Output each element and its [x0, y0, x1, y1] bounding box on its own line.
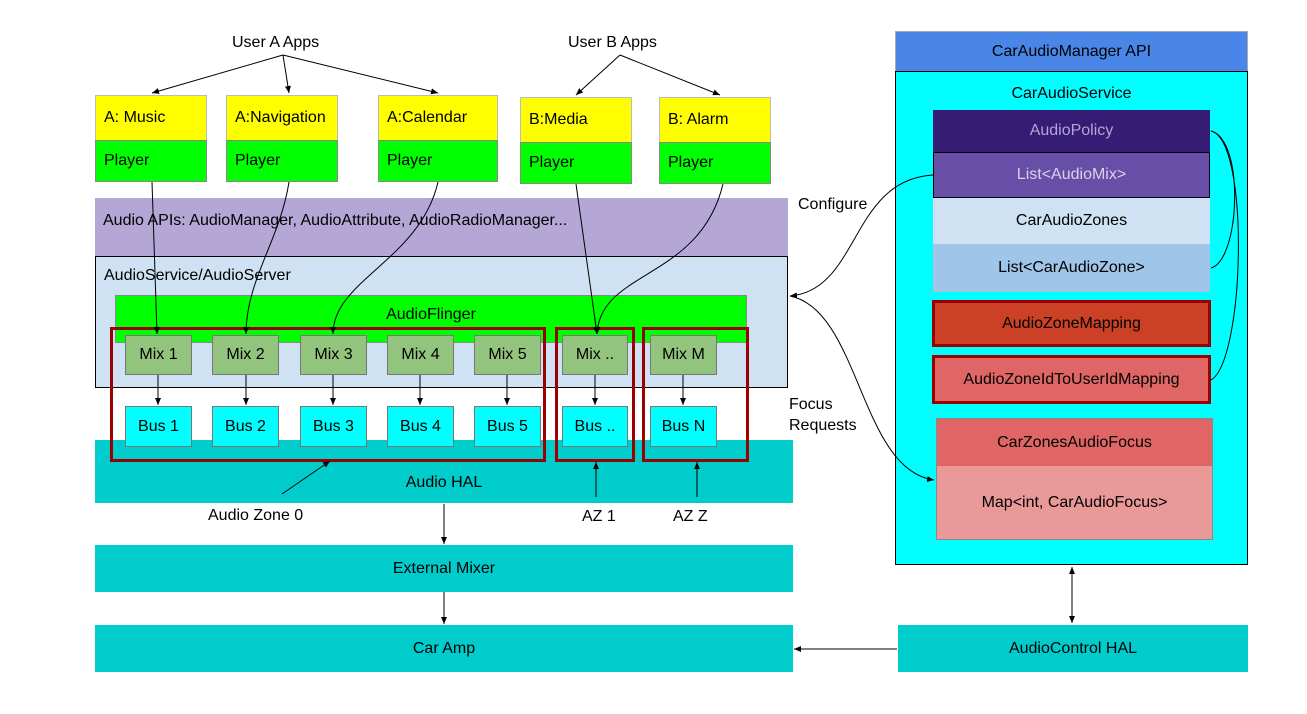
arrow-user-b-alarm — [619, 54, 721, 96]
bus-1: Bus 1 — [125, 406, 192, 447]
user-a-apps-label: User A Apps — [232, 34, 320, 51]
arrow-nav-mix2 — [243, 181, 290, 335]
focus-request-arrow — [789, 295, 935, 483]
audio-apis-layer: Audio APIs: AudioManager, AudioAttribute… — [95, 198, 788, 256]
player-a-calendar: Player — [378, 140, 498, 182]
mix-n: Mix .. — [562, 335, 628, 375]
arrow-user-a-calendar — [282, 54, 439, 95]
arrow-alarm-mix — [594, 183, 724, 335]
bus-3: Bus 3 — [300, 406, 367, 447]
arrow-cal-mix3 — [330, 181, 439, 335]
bus-5: Bus 5 — [474, 406, 541, 447]
user-b-apps-label: User B Apps — [568, 34, 657, 51]
audio-policy: AudioPolicy — [933, 110, 1210, 152]
az-z-label: AZ Z — [673, 508, 708, 525]
app-b-alarm: B: Alarm — [659, 97, 771, 143]
arrow-media-mix — [575, 183, 600, 335]
arrow-user-b-media — [575, 54, 621, 96]
car-audio-zone-list: List<CarAudioZone> — [933, 244, 1210, 292]
player-a-music: Player — [95, 140, 207, 182]
audio-zone-0-label: Audio Zone 0 — [208, 507, 304, 524]
app-a-navigation: A:Navigation — [226, 95, 338, 141]
mix-3: Mix 3 — [300, 335, 367, 375]
car-zones-audio-focus: CarZonesAudioFocus — [936, 418, 1213, 466]
bus-last: Bus N — [650, 406, 717, 447]
audio-control-hal: AudioControl HAL — [898, 625, 1248, 672]
arrow-music-mix1 — [151, 181, 160, 335]
bus-2: Bus 2 — [212, 406, 279, 447]
car-amp: Car Amp — [95, 625, 793, 672]
mix-m: Mix M — [650, 335, 717, 375]
configure-arrow — [789, 174, 934, 299]
bus-4: Bus 4 — [387, 406, 454, 447]
focus-label: Focus — [789, 396, 833, 413]
mix-5: Mix 5 — [474, 335, 541, 375]
mix-2: Mix 2 — [212, 335, 279, 375]
car-audio-focus-map: Map<int, CarAudioFocus> — [936, 466, 1213, 540]
audio-zone-0-frame — [110, 327, 546, 462]
player-b-alarm: Player — [659, 142, 771, 184]
arrow-user-a-music — [151, 54, 284, 94]
app-a-calendar: A:Calendar — [378, 95, 498, 141]
requests-label: Requests — [789, 417, 857, 434]
arrow-user-a-navigation — [282, 54, 291, 94]
audio-zone-id-to-user-id-mapping: AudioZoneIdToUserIdMapping — [932, 355, 1211, 404]
az-1-label: AZ 1 — [582, 508, 616, 525]
player-b-media: Player — [520, 142, 632, 184]
app-a-music: A: Music — [95, 95, 207, 141]
app-b-media: B:Media — [520, 97, 632, 143]
player-a-navigation: Player — [226, 140, 338, 182]
bus-n: Bus .. — [562, 406, 628, 447]
audio-hal: Audio HAL — [95, 440, 793, 503]
audio-zone-mapping: AudioZoneMapping — [932, 300, 1211, 347]
audio-mix-list: List<AudioMix> — [933, 152, 1210, 198]
mix-4: Mix 4 — [387, 335, 454, 375]
arrow-zone0 — [281, 460, 331, 495]
car-audio-zones: CarAudioZones — [933, 198, 1210, 244]
configure-label: Configure — [798, 196, 868, 213]
audio-zone-z-frame — [642, 327, 749, 462]
mix-1: Mix 1 — [125, 335, 192, 375]
external-mixer: External Mixer — [95, 545, 793, 592]
